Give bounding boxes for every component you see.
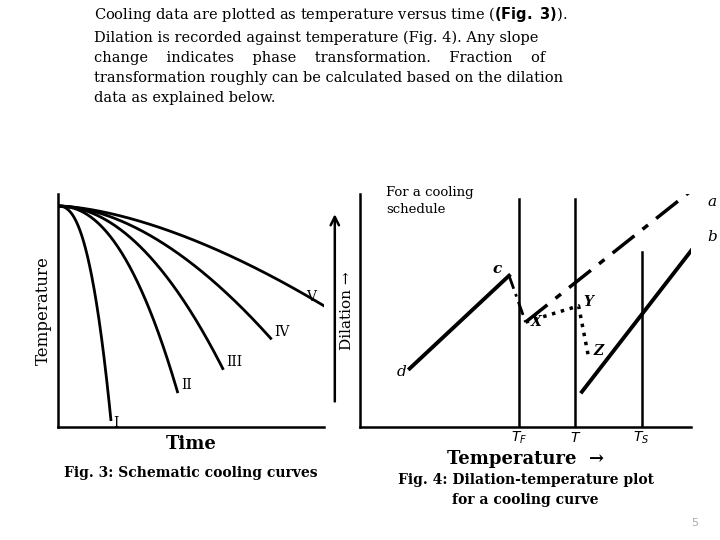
- Text: $T$: $T$: [570, 431, 581, 445]
- Y-axis label: Dilation →: Dilation →: [341, 271, 354, 350]
- Text: For a cooling
schedule: For a cooling schedule: [387, 186, 474, 216]
- X-axis label: Time: Time: [166, 435, 216, 453]
- Text: X: X: [531, 315, 541, 329]
- Text: IV: IV: [275, 325, 290, 339]
- Text: Cooling data are plotted as temperature versus time ($\bf{(Fig.\ 3)}$).
Dilation: Cooling data are plotted as temperature …: [94, 5, 567, 105]
- Text: c: c: [492, 262, 502, 276]
- Text: d: d: [397, 364, 406, 379]
- Text: V: V: [306, 290, 316, 304]
- Text: Temperature  →: Temperature →: [447, 450, 604, 468]
- Text: $T_S$: $T_S$: [634, 430, 649, 446]
- Text: II: II: [181, 379, 192, 393]
- Text: III: III: [227, 355, 243, 369]
- Text: Y: Y: [583, 295, 593, 309]
- Text: I: I: [114, 416, 119, 430]
- Text: Fig. 4: Dilation-temperature plot
for a cooling curve: Fig. 4: Dilation-temperature plot for a …: [397, 473, 654, 507]
- Text: $T_F$: $T_F$: [511, 430, 527, 446]
- Text: Z: Z: [593, 343, 603, 357]
- Text: Fig. 3: Schematic cooling curves: Fig. 3: Schematic cooling curves: [64, 466, 318, 480]
- Text: b: b: [708, 230, 718, 244]
- Text: 5: 5: [691, 518, 698, 529]
- Text: a: a: [708, 195, 717, 209]
- Y-axis label: Temperature: Temperature: [35, 256, 52, 365]
